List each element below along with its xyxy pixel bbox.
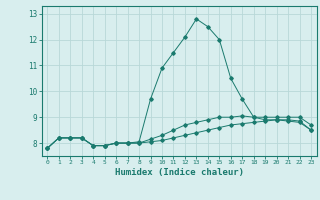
X-axis label: Humidex (Indice chaleur): Humidex (Indice chaleur) <box>115 168 244 177</box>
